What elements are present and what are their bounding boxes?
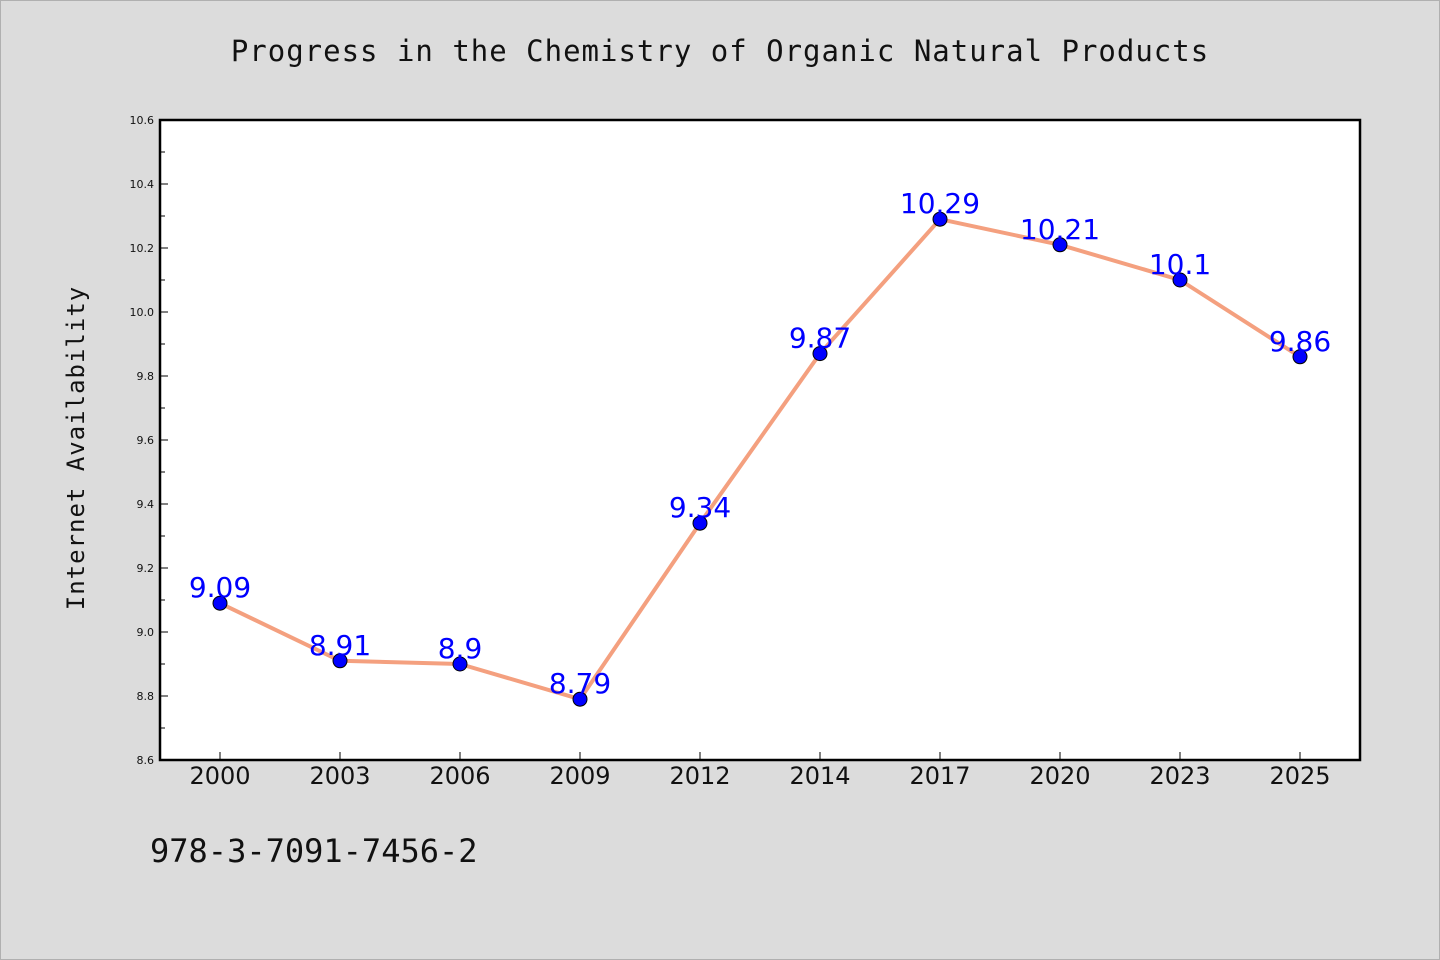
data-label: 10.29 xyxy=(900,187,980,220)
x-tick-label: 2020 xyxy=(1029,762,1090,790)
data-point xyxy=(332,653,348,669)
data-point xyxy=(452,656,468,672)
y-axis-title: Internet Availability xyxy=(62,286,90,610)
data-label: 8.79 xyxy=(549,667,611,700)
data-label: 10.21 xyxy=(1020,213,1100,246)
data-point xyxy=(812,346,828,362)
x-tick-label: 2017 xyxy=(909,762,970,790)
data-point xyxy=(572,691,588,707)
data-point xyxy=(212,595,228,611)
x-axis: 2000 2003 2006 2009 2012 2014 2017 2020 2023 2025 xyxy=(189,752,1331,790)
x-tick-label: 2009 xyxy=(549,762,610,790)
y-tick-label: 9.2 xyxy=(137,562,155,575)
data-label: 8.9 xyxy=(438,632,483,665)
data-labels: 9.09 8.91 8.9 8.79 9.34 9.87 10.29 10.21 10.1 9.8… xyxy=(189,187,1331,700)
y-tick-label: 9.8 xyxy=(137,370,155,383)
y-tick-label: 9.6 xyxy=(137,434,155,447)
series-markers xyxy=(212,211,1308,707)
data-label: 10.1 xyxy=(1149,248,1211,281)
data-label: 9.87 xyxy=(789,322,851,355)
y-tick-label: 9.4 xyxy=(137,498,155,511)
data-label: 8.91 xyxy=(309,629,371,662)
x-tick-label: 2012 xyxy=(669,762,730,790)
x-tick-label: 2000 xyxy=(189,762,250,790)
y-tick-label: 8.6 xyxy=(137,754,155,767)
y-tick-label: 10.2 xyxy=(130,242,155,255)
series-line xyxy=(219,217,1302,702)
data-point xyxy=(1172,272,1188,288)
data-point xyxy=(1052,237,1068,253)
x-tick-label: 2023 xyxy=(1149,762,1210,790)
chart-title: Progress in the Chemistry of Organic Nat… xyxy=(230,34,1210,68)
y-tick-label: 8.8 xyxy=(137,690,155,703)
y-tick-label: 10.6 xyxy=(130,114,155,127)
data-label: 9.09 xyxy=(189,571,251,604)
x-tick-label: 2003 xyxy=(309,762,370,790)
x-tick-label: 2006 xyxy=(429,762,490,790)
data-point xyxy=(932,211,948,227)
data-label: 9.34 xyxy=(669,491,731,524)
y-tick-label: 10.4 xyxy=(130,178,155,191)
data-label: 9.86 xyxy=(1269,325,1331,358)
x-tick-label: 2025 xyxy=(1269,762,1330,790)
y-axis: 8.6 8.8 9.0 9.2 9.4 9.6 9.8 10.0 10.2 10.4 10.6 xyxy=(130,114,168,767)
data-point xyxy=(692,515,708,531)
y-tick-label: 9.0 xyxy=(137,626,155,639)
data-point xyxy=(1292,349,1308,365)
y-tick-label: 10.0 xyxy=(130,306,155,319)
x-tick-label: 2014 xyxy=(789,762,850,790)
isbn-label: 978-3-7091-7456-2 xyxy=(150,832,478,870)
